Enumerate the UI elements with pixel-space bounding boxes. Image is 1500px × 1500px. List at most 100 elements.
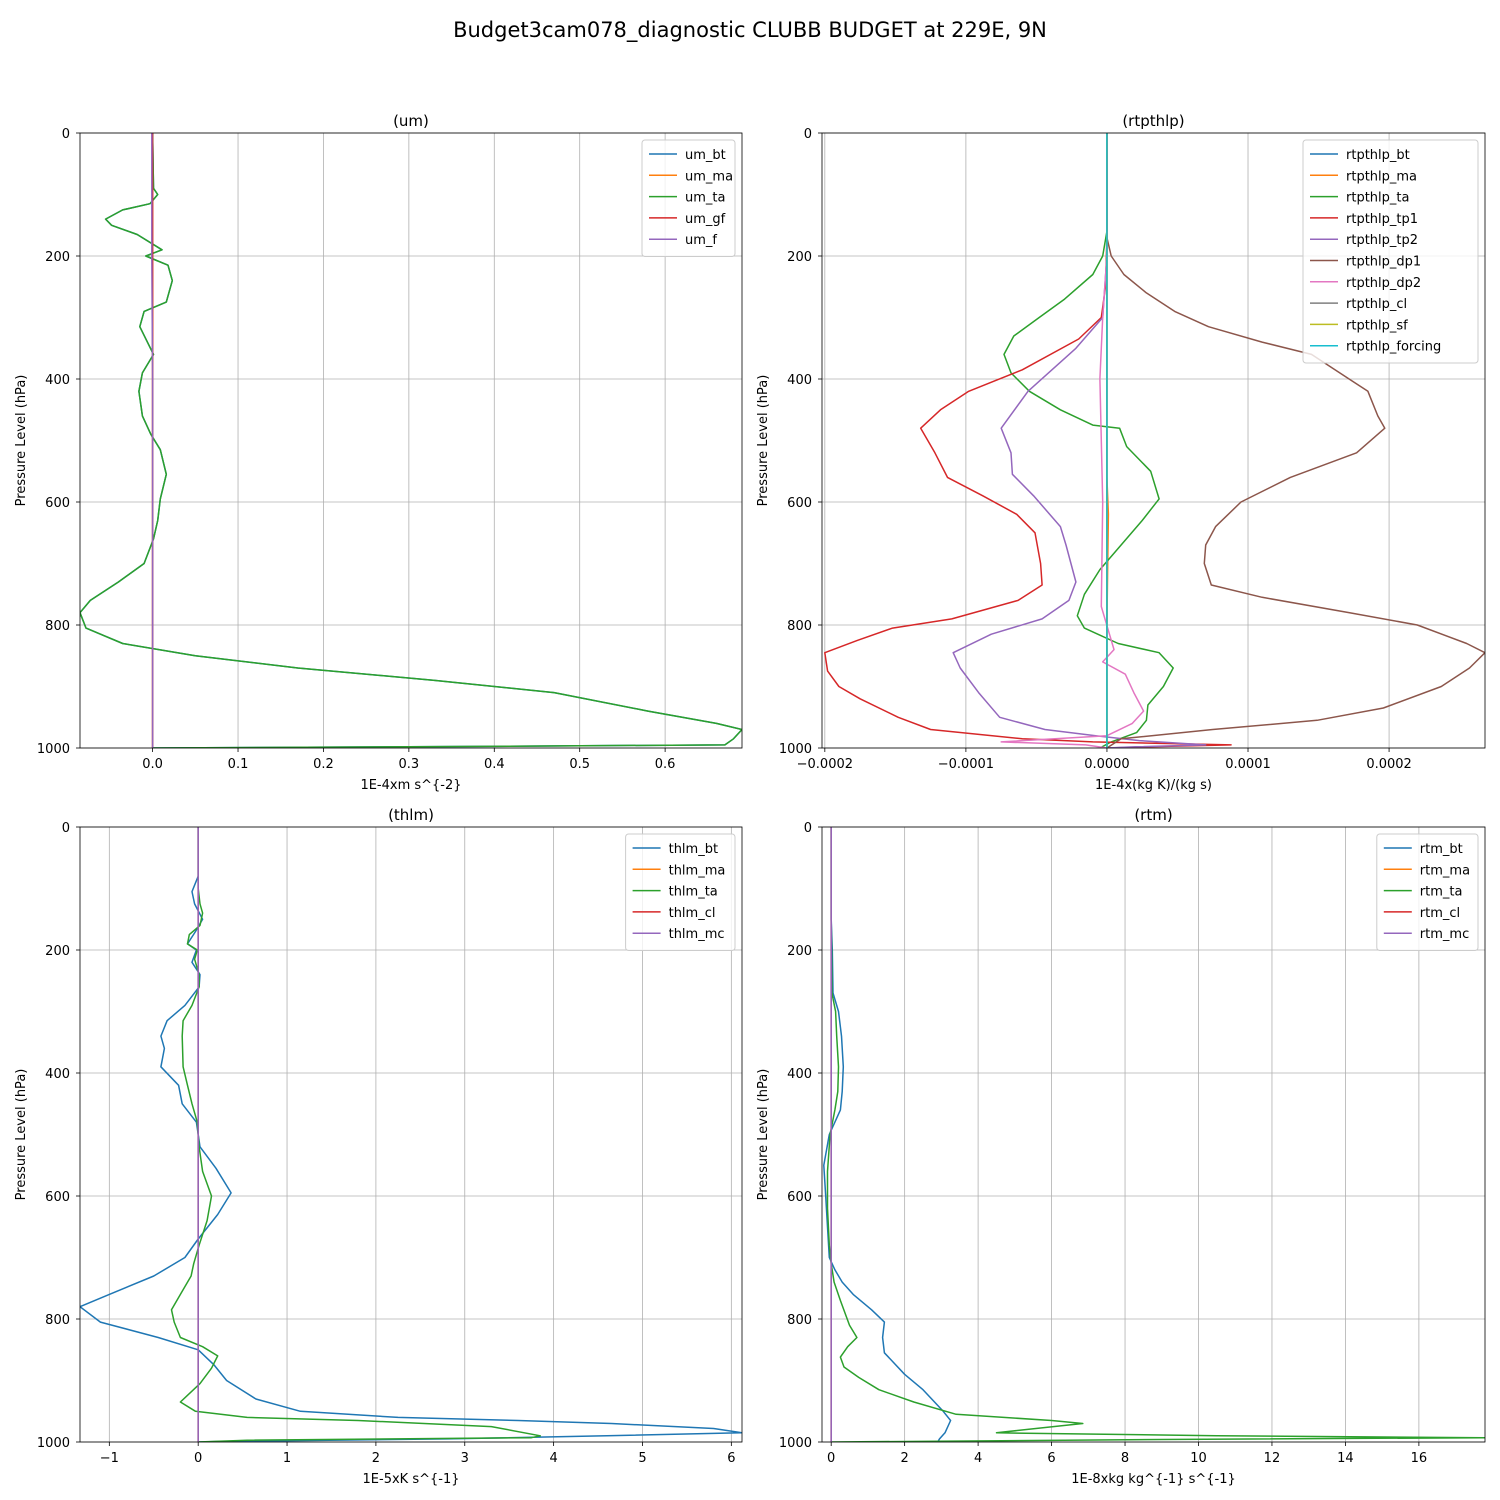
legend-entry: um_bt (685, 148, 726, 163)
y-tick-label: 0 (62, 127, 70, 142)
legend-box (625, 833, 736, 951)
legend-entry: rtpthlp_tp2 (1346, 233, 1418, 248)
series-line-rtm_bt (823, 827, 952, 1442)
y-tick-label: 800 (45, 1313, 70, 1328)
legend-entry: rtpthlp_sf (1346, 318, 1408, 333)
y-tick-label: 0 (804, 127, 812, 142)
x-tick-label: 0.2 (313, 757, 334, 772)
x-tick-label: 0.5 (569, 757, 590, 772)
legend-entry: um_ta (685, 191, 725, 206)
series-line-thlm_bt (80, 827, 742, 1442)
x-axis-label: 1E-5xK s^{-1} (363, 1472, 460, 1487)
series-group (823, 827, 1485, 1442)
legend-box (1302, 139, 1479, 364)
legend-entry: thlm_mc (669, 927, 725, 942)
legend-entry: rtpthlp_dp2 (1346, 276, 1421, 291)
x-tick-label: 0.3 (399, 757, 420, 772)
x-tick-label: 14 (1337, 1451, 1354, 1466)
series-group (80, 827, 742, 1442)
x-tick-label: 0.0000 (1084, 757, 1130, 772)
legend: thlm_bt thlm_ma thlm_ta thlm_cl thlm_mc (625, 833, 736, 951)
x-tick-label: 8 (1121, 1451, 1129, 1466)
x-tick-label: 0.6 (655, 757, 676, 772)
legend-entry: rtpthlp_ta (1346, 191, 1409, 206)
y-tick-label: 1000 (37, 742, 70, 757)
y-tick-label: 400 (787, 373, 812, 388)
series-line-rtpthlp_tp1 (824, 133, 1232, 748)
legend-box (1376, 833, 1479, 951)
x-tick-label: 4 (549, 1451, 557, 1466)
legend-entry: thlm_ma (669, 863, 726, 878)
subplot-title: (rtpthlp) (1122, 112, 1184, 130)
y-tick-label: 200 (787, 250, 812, 265)
series-group (80, 133, 742, 748)
legend-entry: rtpthlp_dp1 (1346, 255, 1421, 270)
subplot-title: (rtm) (1134, 806, 1172, 824)
x-tick-label: −1 (100, 1451, 119, 1466)
y-axis-label: Pressure Level (hPa) (14, 375, 29, 507)
x-tick-label: 0.0 (142, 757, 163, 772)
legend-entry: um_f (685, 233, 717, 248)
series-line-rtpthlp_dp2 (1000, 133, 1145, 748)
series-line-rtpthlp_dp1 (1106, 133, 1485, 748)
subplot-2: −0.0002 −0.0001 0.0000 0.0001 0.0002 0 200 400 6… (756, 112, 1486, 793)
series-line-rtpthlp_ta (1003, 133, 1174, 748)
y-tick-label: 1000 (779, 742, 812, 757)
y-tick-label: 600 (45, 1190, 70, 1205)
subplot-1: 0.0 0.1 0.2 0.3 0.4 0.5 0.6 0 200 400 600 800 1000 (u… (14, 112, 743, 793)
legend-entry: rtpthlp_tp1 (1346, 212, 1418, 227)
x-tick-label: 3 (461, 1451, 469, 1466)
legend-entry: rtm_ma (1420, 863, 1470, 878)
x-tick-label: 12 (1264, 1451, 1281, 1466)
y-tick-label: 400 (45, 1067, 70, 1082)
legend-entry: thlm_cl (669, 906, 716, 921)
plot-frame (79, 132, 743, 749)
y-axis-label: Pressure Level (hPa) (756, 375, 771, 507)
y-tick-label: 600 (787, 1190, 812, 1205)
legend: um_bt um_ma um_ta um_gf um_f (641, 139, 736, 257)
subplot-title: (um) (393, 112, 429, 130)
legend-entry: thlm_ta (669, 885, 718, 900)
plot-frame (79, 826, 743, 1443)
x-tick-label: 2 (901, 1451, 909, 1466)
legend-entry: rtpthlp_cl (1346, 297, 1407, 312)
y-tick-label: 800 (787, 619, 812, 634)
legend-entry: um_gf (685, 212, 726, 227)
x-axis-label: 1E-4xm s^{-2} (360, 778, 461, 793)
y-axis-label: Pressure Level (hPa) (756, 1069, 771, 1201)
y-tick-label: 200 (787, 944, 812, 959)
x-tick-label: 4 (974, 1451, 982, 1466)
legend-entry: rtpthlp_ma (1346, 169, 1417, 184)
plot-frame (821, 132, 1486, 749)
subplot-4: 0 2 4 6 8 10 12 14 16 0 200 400 600 800 1000 (rtm) 1E-8x… (756, 806, 1486, 1487)
y-tick-label: 400 (45, 373, 70, 388)
legend-entry: rtpthlp_bt (1346, 148, 1410, 163)
x-tick-label: 6 (1047, 1451, 1055, 1466)
legend-entry: um_ma (685, 169, 733, 184)
x-tick-label: 2 (372, 1451, 380, 1466)
x-tick-label: −0.0001 (938, 757, 994, 772)
y-tick-label: 400 (787, 1067, 812, 1082)
y-tick-label: 800 (45, 619, 70, 634)
x-tick-label: 1 (283, 1451, 291, 1466)
x-axis-label: 1E-4x(kg K)/(kg s) (1095, 778, 1212, 793)
series-line-thlm_ta (170, 827, 542, 1442)
plot-frame (821, 826, 1486, 1443)
y-tick-label: 200 (45, 250, 70, 265)
x-tick-label: 0.0002 (1366, 757, 1412, 772)
series-group (824, 133, 1485, 748)
y-tick-label: 800 (787, 1313, 812, 1328)
legend-entry: rtm_ta (1420, 885, 1463, 900)
x-axis-label: 1E-8xkg kg^{-1} s^{-1} (1071, 1472, 1236, 1487)
x-tick-label: 0.1 (228, 757, 249, 772)
series-line-rtm_ta (826, 827, 1485, 1442)
x-tick-label: 0 (194, 1451, 202, 1466)
x-tick-label: 5 (638, 1451, 646, 1466)
y-tick-label: 1000 (779, 1436, 812, 1451)
subplot-title: (thlm) (388, 806, 434, 824)
subplot-3: −1 0 1 2 3 4 5 6 0 200 400 600 800 1000 (thlm) 1E-5xK s… (14, 806, 743, 1487)
y-tick-label: 600 (45, 496, 70, 511)
x-tick-label: 0 (827, 1451, 835, 1466)
legend: rtpthlp_bt rtpthlp_ma rtpthlp_ta rtpthlp_tp… (1302, 139, 1479, 364)
